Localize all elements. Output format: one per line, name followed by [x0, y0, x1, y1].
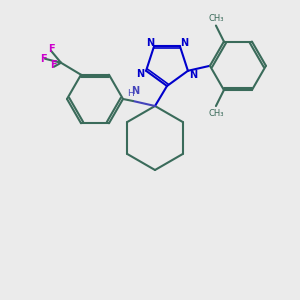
Text: N: N [146, 38, 154, 48]
Text: H: H [127, 88, 134, 98]
Text: F: F [50, 60, 56, 70]
Text: N: N [131, 86, 139, 96]
Text: N: N [180, 38, 188, 48]
Text: CH₃: CH₃ [208, 109, 224, 118]
Text: F: F [48, 44, 54, 54]
Text: N: N [136, 69, 144, 79]
Text: N: N [189, 70, 197, 80]
Text: CH₃: CH₃ [208, 14, 224, 23]
Text: F: F [40, 54, 46, 64]
